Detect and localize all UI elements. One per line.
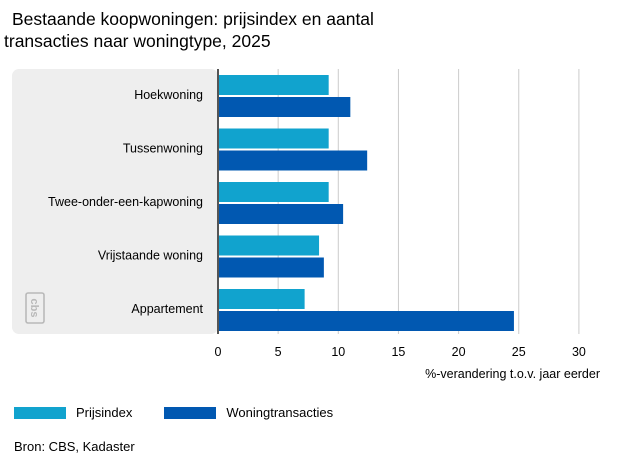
cbs-logo-icon [25,292,45,324]
x-tick-label-5: 5 [275,345,282,359]
bar-woningtransacties-5 [218,311,514,331]
chart-title: Bestaande koopwoningen: prijsindex en aa… [4,8,564,52]
title-line-1: Bestaande koopwoningen: prijsindex en aa… [12,9,374,29]
bar-prijsindex-1 [218,75,329,95]
legend-label-woningtransacties: Woningtransacties [226,405,334,420]
legend-label-prijsindex: Prijsindex [76,405,133,420]
bar-prijsindex-2 [218,128,329,149]
x-tick-label-20: 20 [452,345,466,359]
x-tick-label-30: 30 [572,345,586,359]
bar-woningtransacties-1 [218,97,351,117]
legend-swatch-prijsindex [14,406,66,419]
x-tick-label-10: 10 [331,345,345,359]
bar-prijsindex-5 [218,289,305,309]
category-label-3: Twee-onder-een-kapwoning [48,195,203,209]
category-label-5: Appartement [131,302,203,316]
category-label-2: Tussenwoning [123,142,203,156]
bar-prijsindex-4 [218,235,320,256]
legend-item-woningtransacties: Woningtransacties [164,405,333,420]
category-panel [12,69,218,334]
legend: Prijsindex Woningtransacties [14,405,365,420]
x-axis-label: %-verandering t.o.v. jaar eerder [425,367,600,381]
x-tick-label-0: 0 [215,345,222,359]
category-label-4: Vrijstaande woning [98,249,203,263]
bar-woningtransacties-4 [218,257,324,278]
bar-woningtransacties-3 [218,204,344,224]
x-tick-label-15: 15 [391,345,405,359]
title-line-2: transacties naar woningtype, 2025 [4,31,271,51]
category-label-1: Hoekwoning [134,88,203,102]
legend-swatch-woningtransacties [164,406,217,419]
legend-item-prijsindex: Prijsindex [14,405,132,420]
source-note: Bron: CBS, Kadaster [14,439,135,454]
bar-woningtransacties-2 [218,150,368,171]
cbs-logo-text: cbs [28,299,40,318]
x-tick-label-25: 25 [512,345,526,359]
bar-prijsindex-3 [218,182,329,202]
